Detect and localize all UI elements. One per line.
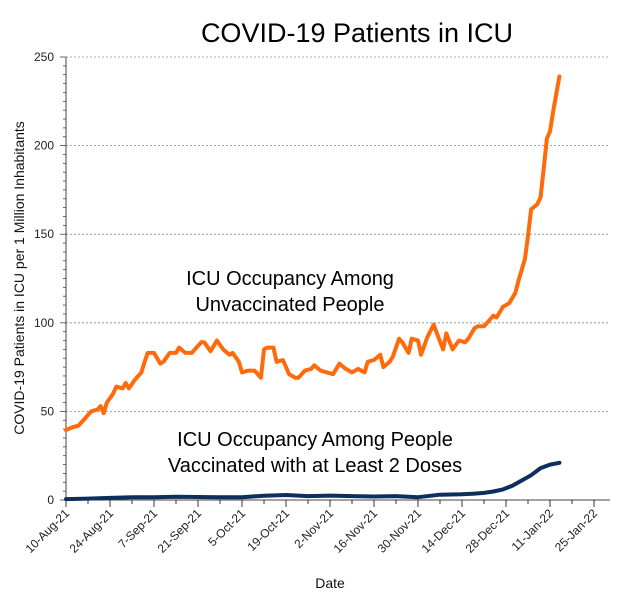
- y-tick-label: 0: [47, 493, 54, 507]
- y-tick-label: 100: [34, 316, 54, 330]
- annotation-label: ICU Occupancy Among People: [177, 429, 453, 451]
- y-tick-label: 150: [34, 227, 54, 241]
- y-axis-title: COVID-19 Patients in ICU per 1 Million I…: [11, 121, 27, 435]
- x-tick-label: 11-Jan-22: [509, 506, 557, 554]
- series-line-vaccinated: [64, 460, 562, 502]
- x-tick-label: 25-Jan-22: [552, 506, 600, 554]
- series-lines: [64, 74, 562, 502]
- y-tick-label: 250: [34, 50, 54, 64]
- annotation-label: Vaccinated with at Least 2 Doses: [168, 455, 462, 477]
- y-tick-label: 50: [41, 404, 55, 418]
- x-tick-label: 14-Dec-21: [419, 506, 469, 556]
- gridlines: [66, 56, 610, 412]
- x-tick-label: 10-Aug-21: [23, 506, 73, 556]
- x-tick-label: 2-Nov-21: [291, 506, 336, 551]
- x-tick-label: 16-Nov-21: [331, 506, 381, 556]
- y-axis: 0 50 100 150 200 250: [34, 50, 67, 507]
- annotations: ICU Occupancy Among Unvaccinated People IC…: [168, 268, 462, 477]
- x-axis-title: Date: [315, 575, 345, 591]
- x-tick-label: 30-Nov-21: [375, 506, 425, 556]
- x-tick-label: 5-Oct-21: [205, 506, 248, 549]
- x-tick-label: 21-Sep-21: [155, 506, 205, 556]
- chart-title: COVID-19 Patients in ICU: [201, 18, 513, 48]
- x-tick-label: 19-Oct-21: [244, 506, 292, 554]
- y-tick-label: 200: [34, 139, 54, 153]
- series-line-unvaccinated: [64, 74, 562, 432]
- x-tick-label: 7-Sep-21: [115, 506, 160, 551]
- x-tick-label: 24-Aug-21: [67, 506, 117, 556]
- annotation-label: ICU Occupancy Among: [186, 268, 394, 290]
- x-tick-label: 28-Dec-21: [463, 506, 513, 556]
- annotation-label: Unvaccinated People: [195, 294, 384, 316]
